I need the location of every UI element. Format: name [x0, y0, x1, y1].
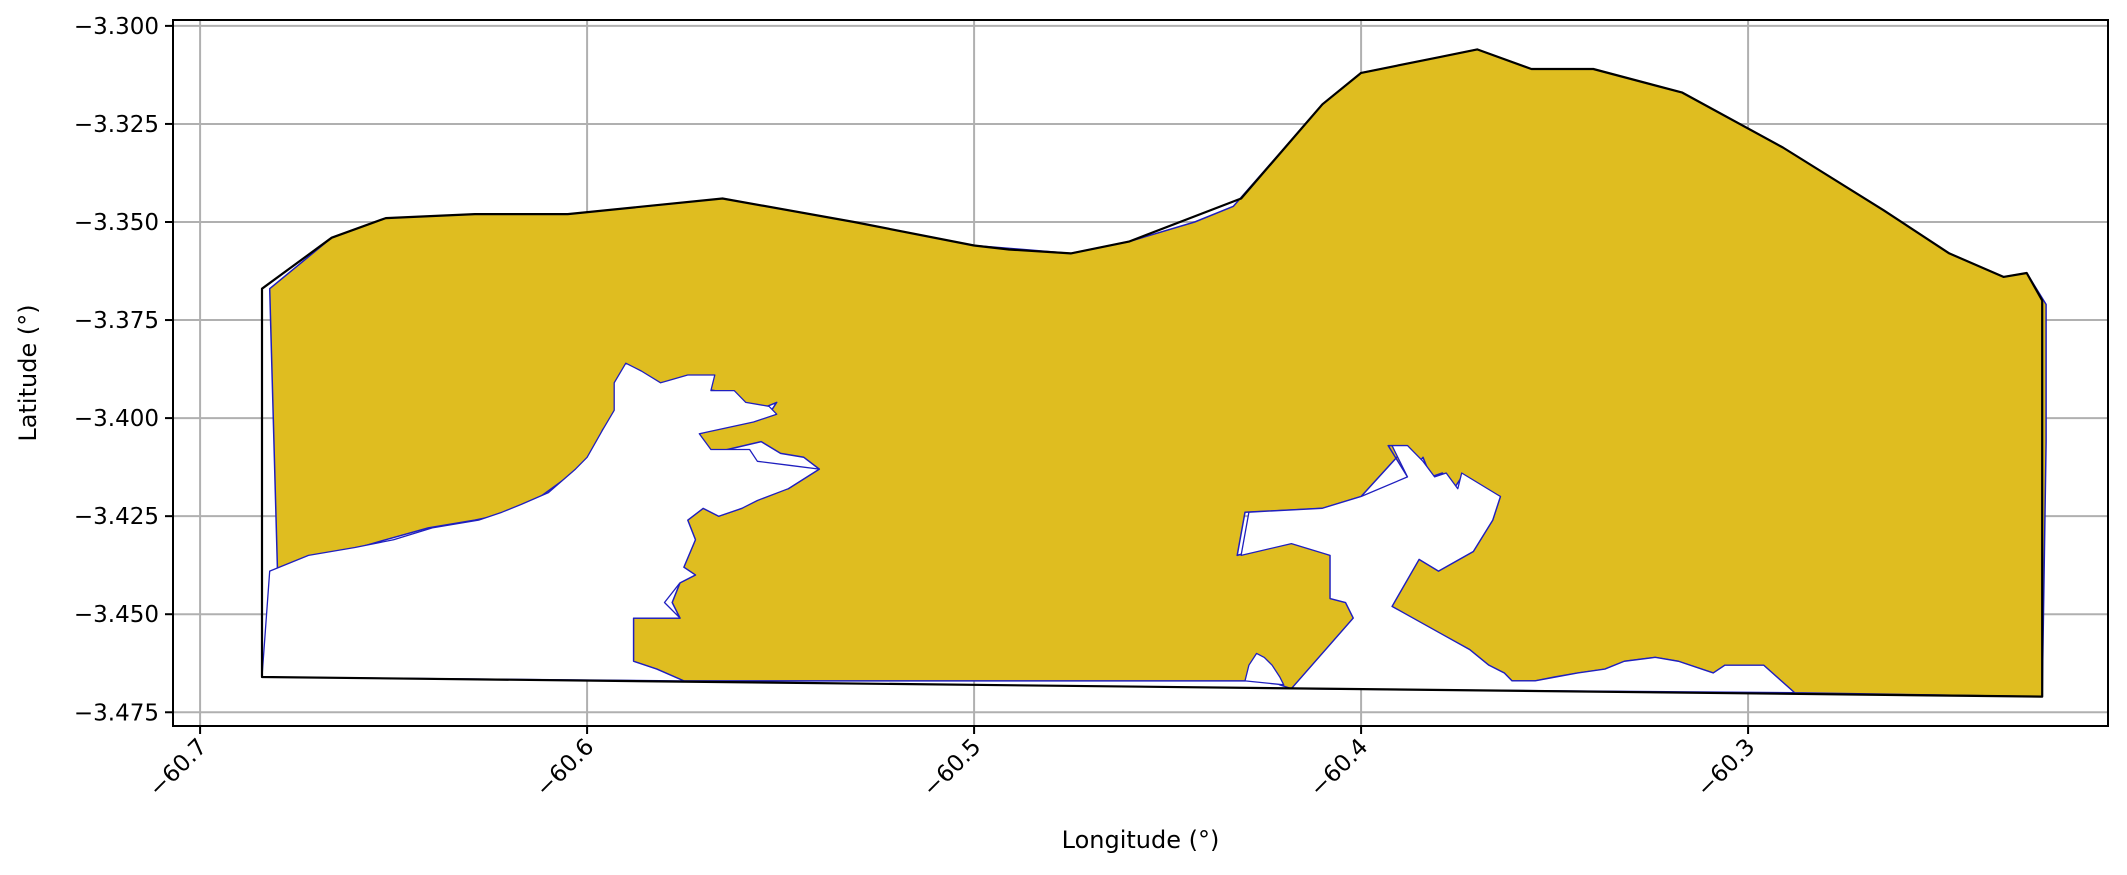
- x-tick-label: −60.3: [1692, 734, 1760, 802]
- y-tick-label: −3.350: [74, 210, 159, 236]
- y-tick-label: −3.375: [74, 308, 159, 334]
- x-axis-label: Longitude (°): [1062, 826, 1220, 854]
- unfilled-area: [1240, 444, 1796, 694]
- y-tick-label: −3.400: [74, 406, 159, 432]
- y-tick-label: −3.325: [74, 112, 159, 138]
- y-tick-label: −3.450: [74, 602, 159, 628]
- x-tick-label: −60.4: [1305, 734, 1373, 802]
- region-layer: [261, 48, 2047, 698]
- boundary-outline-layer: [260, 48, 2044, 698]
- x-tick-label: −60.6: [531, 734, 599, 802]
- y-tick-label: −3.475: [74, 700, 159, 726]
- x-axis: −60.7 −60.6 −60.5 −60.4 −60.3: [144, 726, 1760, 802]
- boundary-outline: [260, 48, 2044, 698]
- x-tick-label: −60.7: [144, 734, 212, 802]
- axes-frame: [172, 19, 2109, 727]
- y-tick-label: −3.425: [74, 504, 159, 530]
- unfilled-area: [1244, 652, 1285, 686]
- y-axis-label: Latitude (°): [14, 304, 42, 441]
- y-tick-label: −3.300: [74, 14, 159, 40]
- unfilled-area: [261, 362, 820, 682]
- x-tick-label: −60.5: [918, 734, 986, 802]
- y-axis: −3.300 −3.325 −3.350 −3.375 −3.400 −3.425 −3.4…: [74, 14, 173, 726]
